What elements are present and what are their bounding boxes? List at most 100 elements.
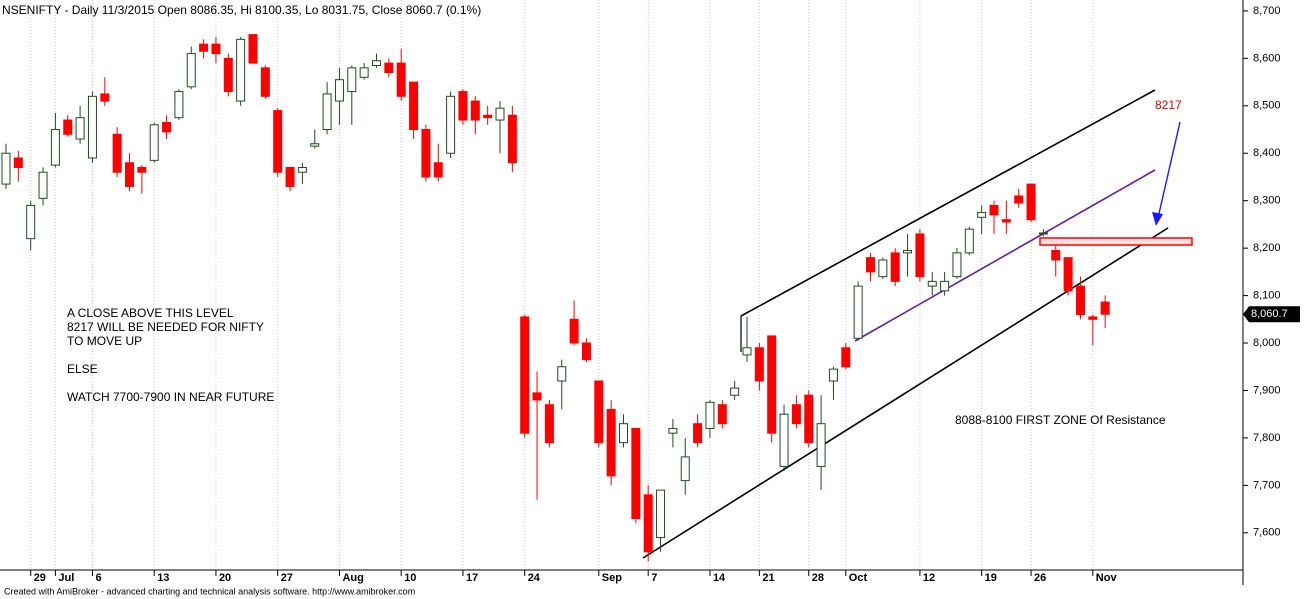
candle-body — [13, 157, 23, 168]
grid — [30, 0, 1094, 570]
candle-body — [396, 62, 406, 97]
last-price-tag — [1243, 306, 1300, 323]
x-tick-label: 7 — [651, 572, 657, 584]
annotation: 8217 — [1155, 98, 1182, 112]
candle-body — [174, 91, 184, 119]
candle-body — [137, 166, 147, 173]
candle-body — [322, 93, 332, 131]
candle-body — [446, 95, 456, 154]
candle-body — [890, 252, 900, 282]
candle-body — [149, 124, 159, 161]
candle-body — [75, 117, 85, 140]
candle-body — [409, 81, 419, 131]
x-tick-label: Nov — [1096, 572, 1118, 584]
candle-body — [199, 43, 209, 52]
candle-body — [668, 427, 678, 434]
candle-body — [125, 162, 134, 187]
candle-body — [569, 318, 579, 344]
candle-body — [643, 494, 653, 553]
candle-body — [495, 107, 505, 121]
mid-channel-line — [854, 169, 1156, 342]
candle-body — [754, 347, 764, 382]
y-tick-label: 8,100 — [1253, 289, 1281, 301]
candle-body — [520, 316, 530, 434]
arrow-head — [1152, 212, 1163, 226]
y-tick-label: 8,600 — [1253, 52, 1281, 64]
arrow-shaft — [1157, 121, 1181, 219]
candle-body — [977, 212, 987, 218]
candle-body — [730, 387, 740, 396]
annotation: WATCH 7700-7900 IN NEAR FUTURE — [67, 390, 274, 404]
upper-channel-line — [740, 89, 1156, 317]
candle-body — [310, 143, 320, 147]
y-tick-label: 8,500 — [1253, 100, 1281, 112]
candle-body — [186, 53, 196, 88]
candle-body — [717, 404, 727, 425]
y-tick-label: 8,000 — [1253, 337, 1281, 349]
candle-body — [285, 166, 295, 187]
footer: Created with AmiBroker - advanced charti… — [4, 586, 415, 596]
candle-body — [927, 280, 937, 287]
candle-body — [1, 152, 11, 185]
last-price-label: 8,060.7 — [1251, 308, 1288, 320]
candle-body — [828, 368, 838, 382]
candle-body — [631, 427, 641, 520]
candle-body — [1063, 257, 1073, 292]
x-tick-label: 26 — [1034, 572, 1046, 584]
resistance-box — [1039, 237, 1193, 246]
candle-body — [804, 394, 814, 444]
candle-body — [50, 129, 60, 166]
candle-body — [989, 204, 999, 216]
candle-body — [458, 91, 468, 121]
candle-body — [791, 404, 801, 425]
candle-body — [964, 228, 974, 254]
x-tick-label: 14 — [713, 572, 726, 584]
candle-body — [742, 347, 752, 356]
y-tick-label: 8,700 — [1253, 5, 1281, 17]
candle-body — [952, 252, 962, 278]
candle-body — [1051, 250, 1061, 261]
candle-body — [372, 60, 381, 66]
candle-body — [507, 114, 517, 164]
candle-body — [1100, 301, 1110, 315]
candle-body — [260, 67, 270, 97]
candle-body — [532, 392, 542, 401]
annotation: 8217 WILL BE NEEDED FOR NIFTY — [67, 320, 264, 334]
candle-body — [606, 408, 616, 477]
y-tick-label: 8,300 — [1253, 195, 1281, 207]
candle-body — [705, 401, 715, 429]
candle-body — [347, 67, 357, 93]
x-tick-label: 20 — [219, 572, 231, 584]
candle-body — [557, 366, 567, 382]
annotation: ELSE — [67, 362, 98, 376]
x-tick-label: 29 — [34, 572, 46, 584]
candle-body — [915, 233, 925, 278]
x-tick-label: 24 — [528, 572, 541, 584]
candle-body — [841, 347, 851, 368]
candle-body — [297, 166, 307, 173]
candle-body — [619, 423, 628, 444]
candle-body — [1075, 285, 1085, 316]
candle-body — [594, 380, 604, 444]
candle-body — [680, 456, 690, 482]
candle-body — [248, 34, 258, 64]
candle-body — [878, 259, 888, 278]
x-tick-label: Sep — [602, 572, 622, 584]
candle-body — [26, 204, 36, 240]
candle-body — [433, 162, 443, 178]
candle-body — [470, 100, 480, 121]
candle-body — [162, 121, 172, 133]
x-tick-label: 12 — [923, 572, 935, 584]
candle-body — [940, 280, 950, 292]
candle-body — [866, 257, 875, 273]
candle-body — [236, 38, 246, 102]
candle-body — [359, 67, 369, 78]
candle-body — [87, 95, 97, 159]
candle-body — [112, 133, 122, 173]
x-tick-label: Aug — [342, 572, 363, 584]
x-tick-label: 6 — [95, 572, 101, 584]
y-tick-label: 7,600 — [1253, 527, 1281, 539]
x-tick-label: Oct — [849, 572, 868, 584]
candle-body — [779, 413, 789, 467]
